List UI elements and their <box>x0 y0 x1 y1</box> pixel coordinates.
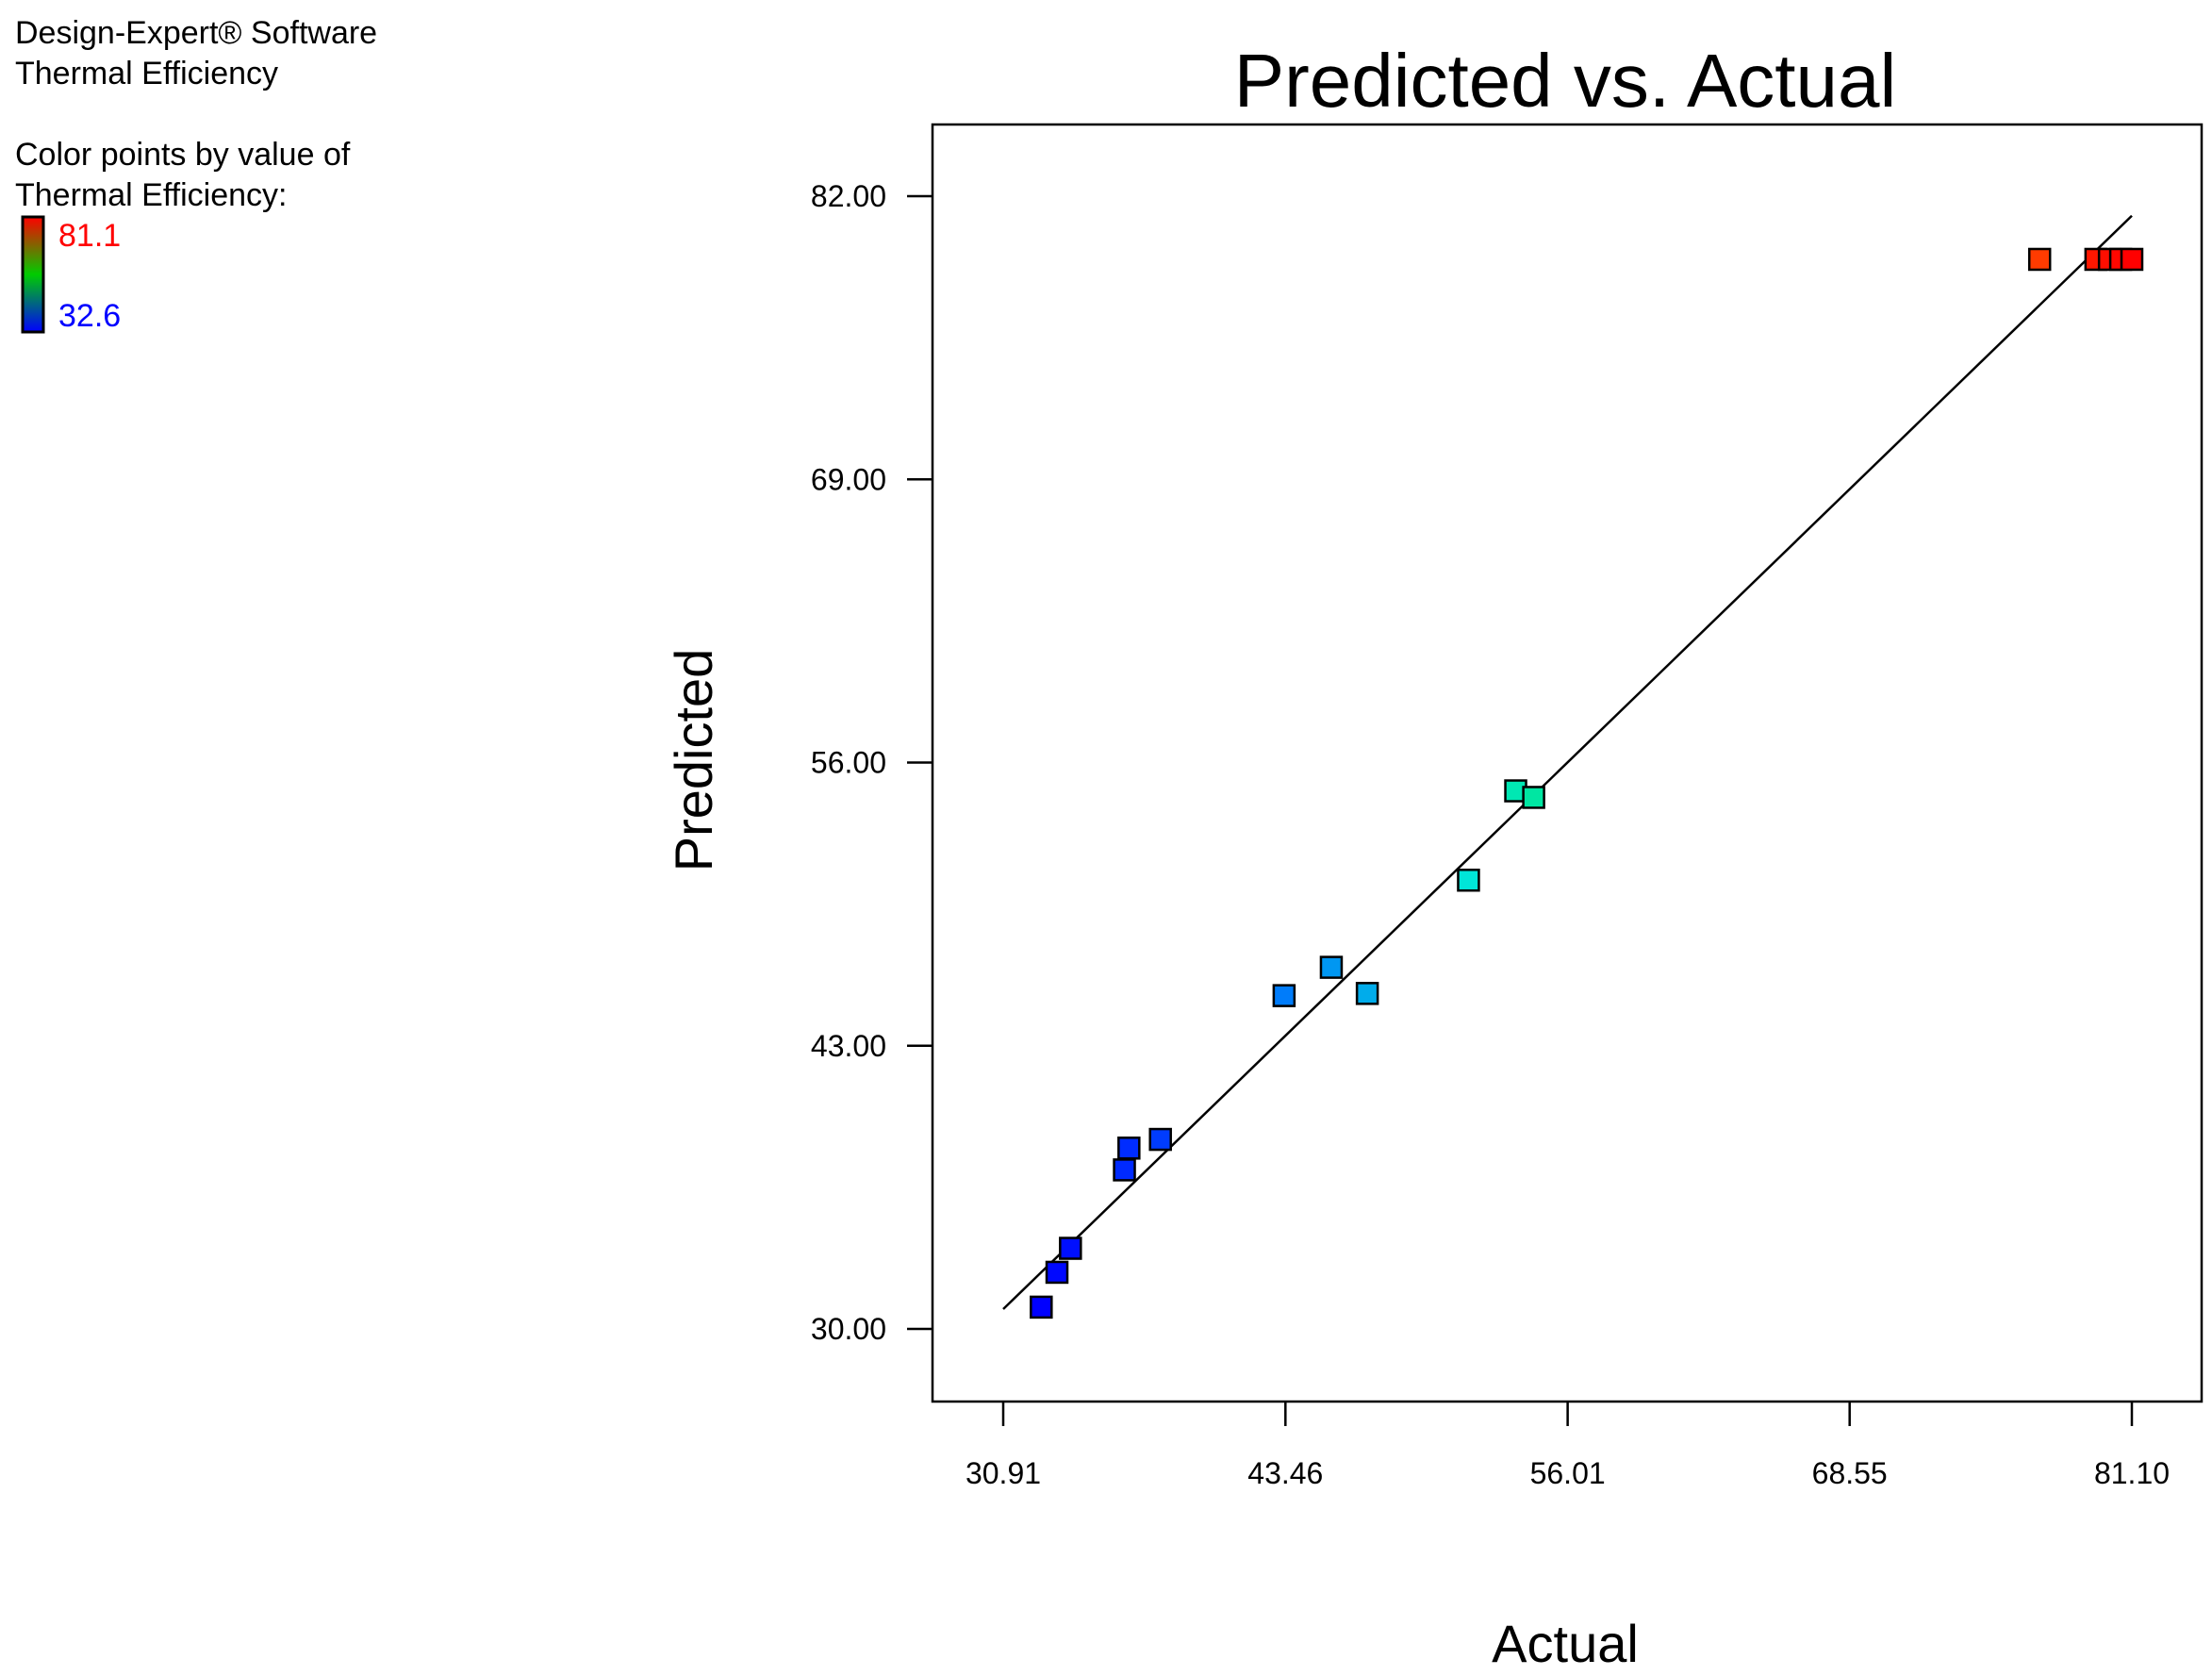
x-axis-title: Actual <box>1492 1614 1639 1673</box>
data-point-5 <box>1148 1127 1172 1152</box>
x-tick-label-4: 81.10 <box>2094 1456 2170 1490</box>
y-tick-label-0: 30.00 <box>811 1312 886 1346</box>
data-point-9 <box>1457 868 1480 892</box>
info-panel: Design-Expert® Software Thermal Efficien… <box>15 13 377 216</box>
color-note-line-2: Thermal Efficiency: <box>15 177 288 213</box>
x-tick-label-3: 68.55 <box>1812 1456 1888 1490</box>
x-tick-label-0: 30.91 <box>966 1456 1041 1490</box>
color-note-line-1: Color points by value of <box>15 137 351 173</box>
data-point-3 <box>1113 1158 1136 1182</box>
data-point-6 <box>1272 984 1296 1007</box>
y-tick-label-1: 43.00 <box>811 1029 886 1063</box>
data-point-8 <box>1355 982 1379 1005</box>
reference-line-group <box>1002 214 2133 1310</box>
data-point-12 <box>2027 247 2052 272</box>
data-point-1 <box>1045 1260 1069 1285</box>
reference-line <box>1002 214 2133 1310</box>
color-scale-max-label: 81.1 <box>58 218 121 254</box>
data-point-7 <box>1319 955 1344 979</box>
color-scale-bar <box>21 215 45 334</box>
data-point-11 <box>1522 786 1545 809</box>
y-tick-label-4: 82.00 <box>811 179 886 213</box>
color-scale-min-label: 32.6 <box>58 298 121 334</box>
chart-title: Predicted vs. Actual <box>1234 39 1897 123</box>
response-name: Thermal Efficiency <box>15 56 279 91</box>
y-tick-label-2: 56.00 <box>811 746 886 780</box>
data-point-4 <box>1117 1137 1141 1160</box>
software-name: Design-Expert® Software <box>15 15 378 51</box>
y-tick-label-3: 69.00 <box>811 462 886 496</box>
data-point-16 <box>2120 247 2144 272</box>
data-point-0 <box>1030 1295 1053 1319</box>
data-point-2 <box>1059 1236 1082 1260</box>
data-points <box>1030 247 2144 1319</box>
y-axis-title: Predicted <box>664 649 723 872</box>
y-axis: 30.00 43.00 56.00 69.00 82.00 <box>811 179 933 1346</box>
x-tick-label-2: 56.01 <box>1530 1456 1606 1490</box>
x-axis: 30.91 43.46 56.01 68.55 81.10 <box>966 1402 2170 1490</box>
x-tick-label-1: 43.46 <box>1247 1456 1323 1490</box>
